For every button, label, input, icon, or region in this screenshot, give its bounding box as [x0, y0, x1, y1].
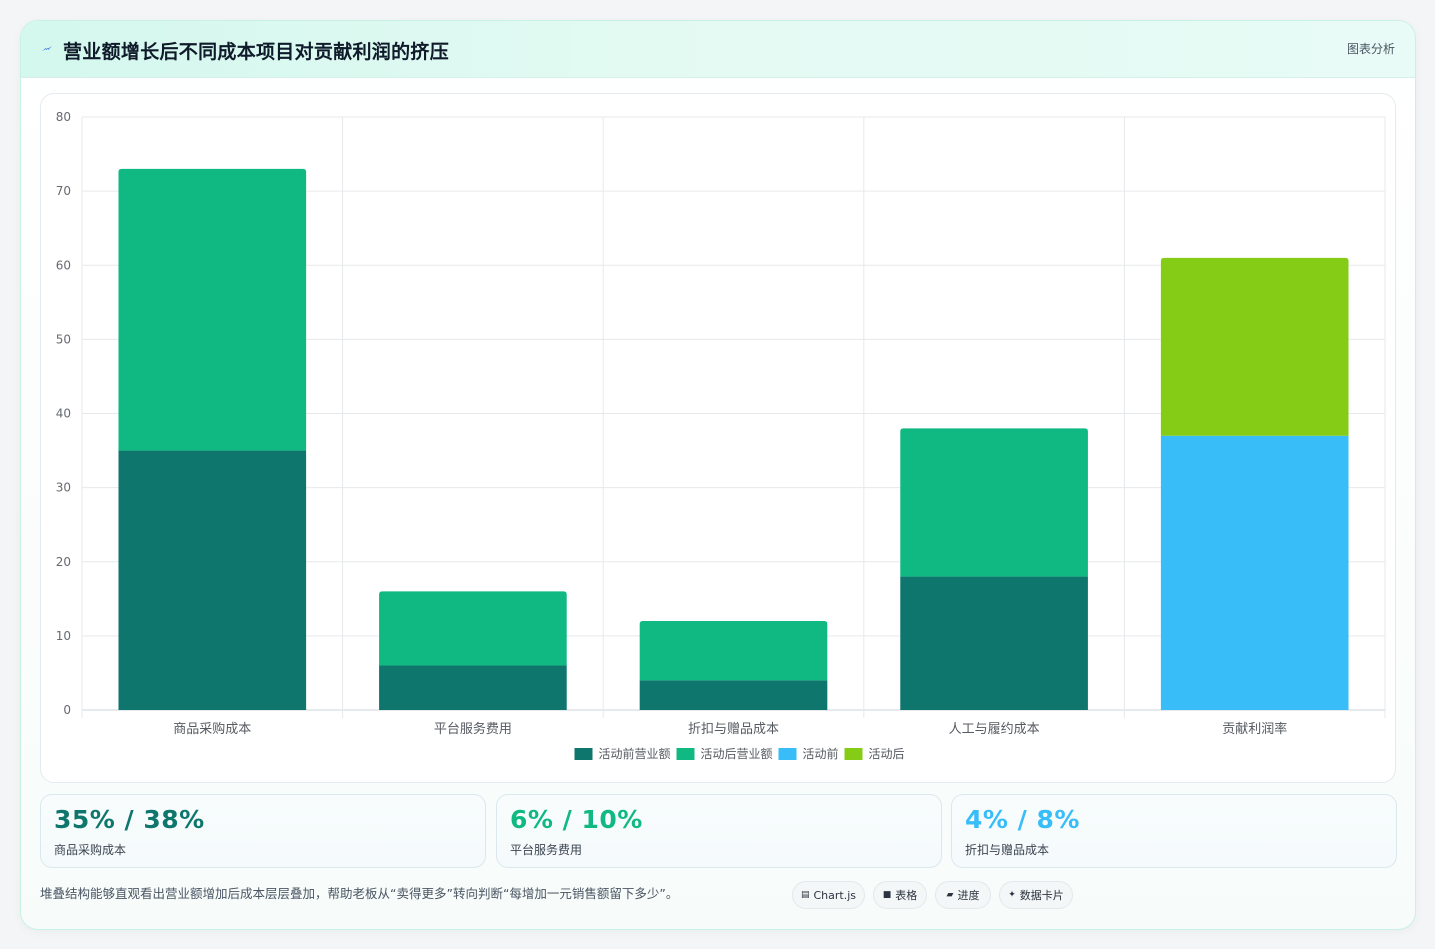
stat-card: 4% / 8% 折扣与赠品成本 [951, 794, 1397, 868]
pill-label: 表格 [895, 889, 918, 902]
pill-label: 进度 [957, 889, 980, 902]
legend-label: 活动后 [869, 747, 905, 761]
progress-icon: ▰ [946, 890, 954, 900]
x-tick-label: 折扣与赠品成本 [688, 722, 779, 737]
y-tick-label: 60 [56, 258, 71, 272]
x-tick-label: 商品采购成本 [173, 721, 251, 737]
bar-segment [118, 168, 307, 451]
stat-label: 商品采购成本 [54, 843, 127, 857]
chart-analysis-tag: 图表分析 [1346, 42, 1395, 56]
chart-card: 营业额增长后不同成本项目对贡献利润的挤压 图表分析 0 10 20 30 40 50 60 7… [20, 20, 1416, 930]
y-tick-label: 70 [56, 184, 71, 198]
bar-segment [900, 428, 1088, 577]
bar-segment [900, 576, 1088, 710]
y-tick-label: 0 [63, 703, 71, 717]
y-tick-label: 10 [56, 629, 71, 643]
stat-label: 平台服务费用 [510, 843, 583, 857]
bar-segment [379, 591, 567, 666]
y-tick-label: 50 [56, 332, 71, 346]
legend-swatch [574, 748, 593, 760]
stacked-bar-chart: 0 10 20 30 40 50 60 70 80 商品采购成本 平台服务费用 折扣与赠品成本 人工与履… [56, 110, 1386, 761]
x-tick-label: 贡献利润率 [1222, 721, 1287, 737]
legend-label: 活动后营业额 [701, 747, 773, 761]
x-tick-label: 人工与履约成本 [949, 722, 1040, 737]
stat-card: 35% / 38% 商品采购成本 [40, 794, 486, 868]
pill-data-cards[interactable]: ✦ 数据卡片 [999, 881, 1073, 909]
bar-segment [379, 665, 567, 710]
pill-label: Chart.js [813, 888, 857, 902]
y-tick-label: 80 [56, 110, 71, 124]
legend-label: 活动前 [803, 746, 839, 761]
pill-label: 数据卡片 [1019, 889, 1064, 902]
legend-swatch [844, 748, 863, 760]
stat-value: 6% / 10% [510, 805, 643, 834]
bar-segment [1160, 257, 1349, 436]
bar-segment [118, 450, 307, 710]
sparkle-icon: ✦ [1008, 890, 1016, 900]
y-tick-label: 20 [56, 555, 71, 569]
chart-panel: 0 10 20 30 40 50 60 70 80 商品采购成本 平台服务费用 折扣与赠品成本 人工与履… [40, 93, 1396, 783]
stat-label: 折扣与赠品成本 [965, 843, 1050, 857]
stat-card: 6% / 10% 平台服务费用 [496, 794, 942, 868]
table-icon: ■ [882, 890, 892, 900]
chart-icon: ▤ [800, 890, 810, 900]
pill-progress[interactable]: ▰ 进度 [935, 881, 991, 909]
legend-label: 活动前营业额 [599, 746, 671, 761]
bar-segment [1160, 435, 1349, 710]
legend-swatch [778, 748, 797, 760]
x-tick-label: 平台服务费用 [434, 721, 512, 737]
bar-segment [639, 621, 828, 681]
legend-swatch [676, 748, 695, 760]
y-tick-label: 40 [56, 407, 71, 421]
y-tick-label: 30 [56, 481, 71, 495]
lightning-icon [42, 46, 52, 51]
chart-title: 营业额增长后不同成本项目对贡献利润的挤压 [63, 41, 450, 63]
stat-value: 4% / 8% [965, 805, 1080, 834]
stat-value: 35% / 38% [54, 805, 205, 834]
bar-segment [639, 680, 828, 710]
chart-footnote: 堆叠结构能够直观看出营业额增加后成本层层叠加，帮助老板从“卖得更多”转向判断“每… [40, 886, 679, 901]
pill-table[interactable]: ■ 表格 [873, 881, 927, 909]
pill-chartjs[interactable]: ▤ Chart.js [792, 881, 865, 909]
card-header: 营业额增长后不同成本项目对贡献利润的挤压 图表分析 [21, 21, 1415, 78]
